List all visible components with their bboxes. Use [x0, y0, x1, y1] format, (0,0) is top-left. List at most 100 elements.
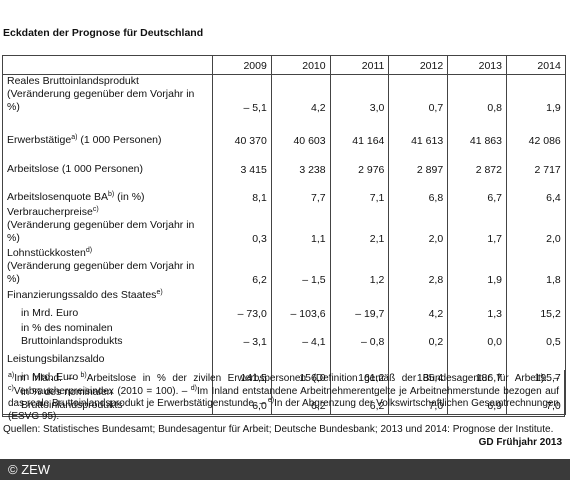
label-line: Arbeitslose (1 000 Personen): [7, 163, 208, 176]
row-label: Lohnstückkostend) (Veränderung gegenüber …: [2, 247, 213, 288]
value-cell: 6,9: [447, 386, 507, 415]
value-cell: [388, 288, 448, 304]
value-cell: 1,2: [329, 247, 389, 288]
footnotes: a)Im Inland. – b)Arbeitslose in % der zi…: [2, 370, 565, 422]
value: – 73,0: [237, 308, 267, 320]
year: 2010: [270, 55, 331, 75]
value: 3,0: [369, 102, 385, 114]
row-label: Arbeitslosenquote BAb) (in %): [2, 178, 213, 206]
year: 2013: [447, 55, 507, 75]
value: 8,1: [252, 192, 267, 204]
value-cell: 6,2: [212, 247, 272, 288]
value-cell: 1,9: [447, 247, 507, 288]
row: Erwerbstätigea) (1 000 Personen) 40 370 40…: [2, 116, 566, 149]
sources: Quellen: Statistisches Bundesamt; Bundes…: [3, 424, 554, 435]
value-cell: 4,2: [388, 304, 448, 322]
value-cell: 2,8: [388, 247, 448, 288]
value-cell: 42 086: [505, 116, 566, 149]
value: 0,3: [252, 233, 267, 245]
text: in Mrd. Euro: [21, 307, 79, 319]
text: Erwerbstätige: [7, 134, 72, 146]
superscript: d): [190, 384, 198, 392]
value: 2 897: [416, 164, 444, 176]
title: Eckdaten der Prognose für Deutschland: [3, 27, 204, 39]
value: 6,4: [546, 192, 561, 204]
label-line: Leistungsbilanzsaldo: [7, 353, 208, 366]
text: Verbraucherpreisindex (2010 = 100). –: [13, 385, 191, 397]
value-cell: 2,0: [505, 206, 566, 247]
value-cell: 0,3: [212, 206, 272, 247]
superscript: d): [85, 247, 93, 254]
value-cell: 3 415: [212, 149, 272, 178]
value: 6,9: [487, 400, 502, 412]
label-line: (Veränderung gegenüber dem Vorjahr in %): [7, 219, 208, 245]
text: Verbraucherpreise: [7, 206, 93, 218]
value-cell: 7,0: [505, 386, 566, 415]
value: 41 164: [352, 135, 385, 147]
value: 40 370: [234, 135, 267, 147]
value: 4,2: [428, 308, 444, 320]
row-label: Verbraucherpreisec) (Veränderung gegenübe…: [2, 206, 213, 247]
value-cell: – 3,1: [212, 322, 272, 350]
superscript: a): [71, 134, 78, 141]
value-cell: 2,0: [388, 206, 448, 247]
row-label: Erwerbstätigea) (1 000 Personen): [2, 116, 213, 149]
value: 0,0: [487, 336, 502, 348]
value: 4,2: [310, 102, 326, 114]
row-label: in Mrd. Euro: [2, 304, 213, 322]
value: 2 717: [534, 164, 561, 176]
value: 0,8: [487, 102, 502, 114]
value: 2 872: [475, 164, 502, 176]
footer-bar: © ZEW: [0, 459, 570, 480]
value: 1,3: [487, 308, 502, 320]
value-cell: [447, 350, 507, 368]
value: – 103,6: [290, 308, 326, 320]
text: in % des nominalen Bruttoinlandsprodukts: [21, 322, 123, 347]
value-cell: 40 370: [212, 116, 272, 149]
value-cell: 2 897: [388, 149, 448, 178]
value: – 1,5: [302, 274, 326, 286]
row: in % des nominalen Bruttoinlandsprodukts…: [2, 386, 566, 415]
value-cell: – 0,8: [329, 322, 389, 350]
value-cell: 156,0: [270, 368, 331, 386]
label-line: in Mrd. Euro: [21, 307, 208, 320]
row-label: in % des nominalen Bruttoinlandsprodukts: [2, 386, 213, 415]
value: 2,1: [369, 233, 385, 245]
value-cell: 3,0: [329, 74, 389, 116]
forecast-table: 2009 2010 2011 2012 2013 2014 Reales Bruttoinl…: [2, 55, 566, 415]
label-line: in % des nominalen Bruttoinlandsprodukts: [21, 322, 208, 348]
superscript: e): [156, 289, 163, 296]
text: in Mrd. Euro: [21, 371, 79, 383]
value: 195,7: [534, 372, 561, 384]
value-cell: 0,5: [505, 322, 566, 350]
value: 1,1: [310, 233, 326, 245]
value-cell: 6,2: [329, 386, 389, 415]
value-cell: [388, 350, 448, 368]
text: In der Abgrenzung der Volkswirtschaftlic…: [8, 398, 559, 422]
value: 41 613: [411, 135, 444, 147]
value: 6,2: [252, 274, 267, 286]
value-cell: [270, 350, 331, 368]
value: 186,7: [475, 372, 502, 384]
value: 0,2: [428, 336, 444, 348]
value: 15,2: [540, 308, 561, 320]
label-line: (Veränderung gegenüber dem Vorjahr in %): [7, 88, 208, 114]
value-cell: [270, 288, 331, 304]
value-cell: 41 613: [388, 116, 448, 149]
value-cell: 7,0: [388, 386, 448, 415]
row-label: Reales Bruttoinlandsprodukt (Veränderung …: [2, 74, 213, 116]
value-cell: – 73,0: [212, 304, 272, 322]
text: (Veränderung gegenüber dem Vorjahr in %): [7, 88, 195, 113]
value: 1,8: [546, 274, 561, 286]
value-cell: 186,7: [447, 368, 507, 386]
value-cell: 1,7: [447, 206, 507, 247]
value-cell: 0,2: [388, 322, 448, 350]
value-cell: 141,5: [212, 368, 272, 386]
value-cell: 161,2: [329, 368, 389, 386]
row: in % des nominalen Bruttoinlandsprodukts…: [2, 322, 566, 350]
value: 7,0: [546, 400, 561, 412]
value-cell: [505, 350, 566, 368]
superscript: b): [80, 372, 87, 379]
row: Reales Bruttoinlandsprodukt (Veränderung …: [2, 74, 566, 116]
